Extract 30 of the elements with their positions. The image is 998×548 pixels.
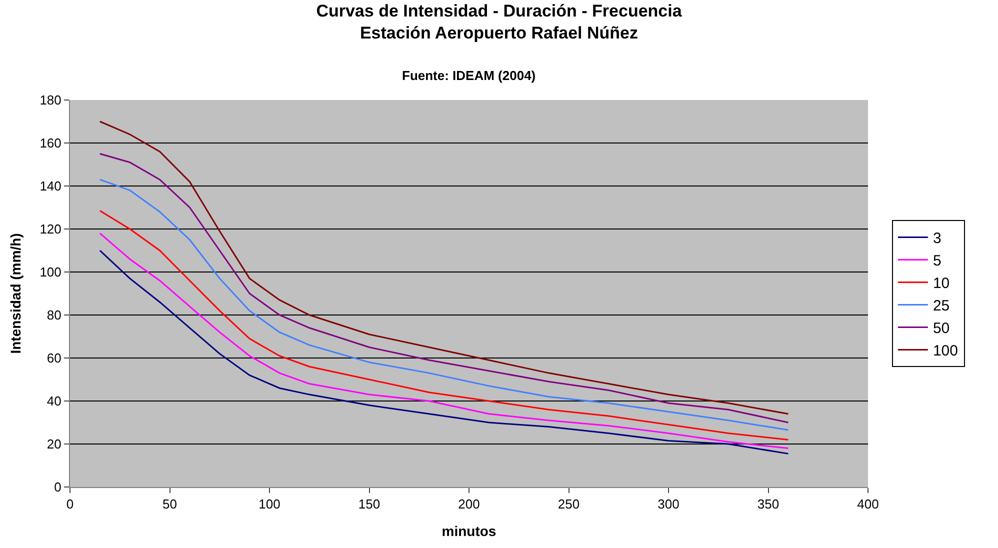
legend-label: 50 xyxy=(932,320,950,338)
y-tick-label: 180 xyxy=(40,92,62,108)
x-tick-label: 200 xyxy=(458,496,480,512)
y-tick-label: 100 xyxy=(40,264,62,280)
legend-label: 25 xyxy=(932,298,950,315)
y-tick-label: 140 xyxy=(40,178,62,194)
y-axis-title: Intensidad (mm/h) xyxy=(7,233,24,354)
y-tick-label: 120 xyxy=(40,222,62,237)
source-note: Fuente: IDEAM (2004) xyxy=(402,68,536,83)
legend-label: 10 xyxy=(932,275,950,292)
x-tick-label: 100 xyxy=(258,496,280,512)
y-tick-label: 80 xyxy=(46,308,62,323)
legend-label: 3 xyxy=(932,230,942,248)
x-tick-label: 50 xyxy=(162,496,177,512)
x-tick-label: 250 xyxy=(558,496,580,512)
legend-label: 5 xyxy=(932,252,942,270)
y-tick-label: 0 xyxy=(54,480,62,495)
chart-subtitle: Estación Aeropuerto Rafael Núñez xyxy=(360,24,638,43)
chart-title: Curvas de Intensidad - Duración - Frecuencia xyxy=(316,1,682,20)
x-axis-title: minutos xyxy=(442,522,496,539)
y-tick-label: 20 xyxy=(46,436,62,452)
y-tick-label: 60 xyxy=(46,350,62,366)
x-tick-label: 0 xyxy=(66,496,74,512)
y-tick-label: 40 xyxy=(46,394,62,409)
legend-label: 100 xyxy=(932,342,958,360)
y-tick-label: 160 xyxy=(40,136,62,151)
x-tick-label: 150 xyxy=(358,496,380,512)
x-tick-label: 400 xyxy=(857,496,879,512)
x-tick-label: 300 xyxy=(658,496,680,512)
x-tick-label: 350 xyxy=(757,496,780,512)
